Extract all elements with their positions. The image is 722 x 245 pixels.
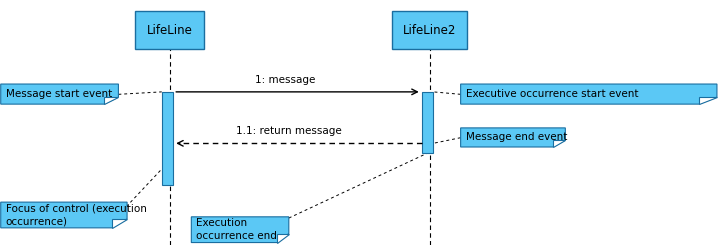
Bar xyxy=(162,92,173,185)
Text: LifeLine2: LifeLine2 xyxy=(403,24,456,37)
Text: 1.1: return message: 1.1: return message xyxy=(236,126,342,136)
Polygon shape xyxy=(461,84,717,104)
Bar xyxy=(422,92,433,153)
Polygon shape xyxy=(1,202,127,228)
Polygon shape xyxy=(461,128,565,147)
Text: Message start event: Message start event xyxy=(6,89,112,99)
Polygon shape xyxy=(1,84,118,104)
Polygon shape xyxy=(191,217,289,243)
Text: Focus of control (execution
occurrence): Focus of control (execution occurrence) xyxy=(6,204,147,226)
Polygon shape xyxy=(277,233,289,243)
Polygon shape xyxy=(553,140,565,147)
Text: 1: message: 1: message xyxy=(255,74,316,85)
Polygon shape xyxy=(699,97,717,104)
Polygon shape xyxy=(104,97,118,104)
Polygon shape xyxy=(112,219,127,228)
Text: Message end event: Message end event xyxy=(466,133,567,142)
Text: Execution
occurrence end: Execution occurrence end xyxy=(196,219,277,241)
Bar xyxy=(391,11,468,49)
Bar xyxy=(136,11,204,49)
Text: Executive occurrence start event: Executive occurrence start event xyxy=(466,89,638,99)
Text: LifeLine: LifeLine xyxy=(147,24,193,37)
